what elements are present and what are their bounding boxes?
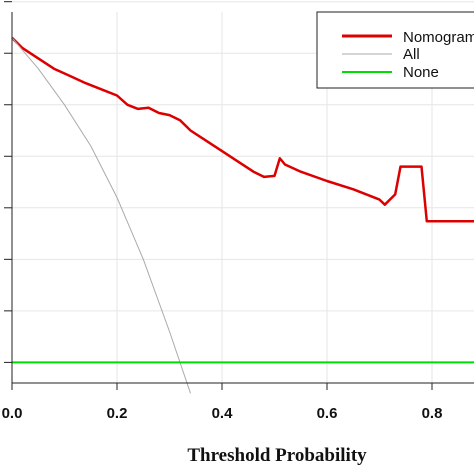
legend: Nomogram All None	[316, 11, 474, 89]
x-axis-ticks: 0.0 0.2 0.4 0.6 0.8	[2, 383, 443, 422]
x-tick-label-2: 0.4	[212, 405, 234, 422]
x-tick-label-4: 0.8	[422, 405, 443, 422]
x-axis-title: Threshold Probability	[187, 445, 367, 466]
legend-label-none: None	[403, 64, 439, 81]
legend-box	[316, 11, 474, 89]
x-tick-label-0: 0.0	[2, 405, 23, 422]
series-line-nomogram	[11, 36, 474, 223]
x-tick-label-3: 0.6	[317, 405, 338, 422]
x-tick-label-1: 0.2	[107, 405, 128, 422]
legend-label-nomogram: Nomogram	[403, 29, 474, 46]
plot-frame	[4, 1, 474, 384]
series-line-all	[11, 37, 191, 394]
series-lines	[11, 36, 474, 394]
legend-label-all: All	[403, 46, 420, 63]
